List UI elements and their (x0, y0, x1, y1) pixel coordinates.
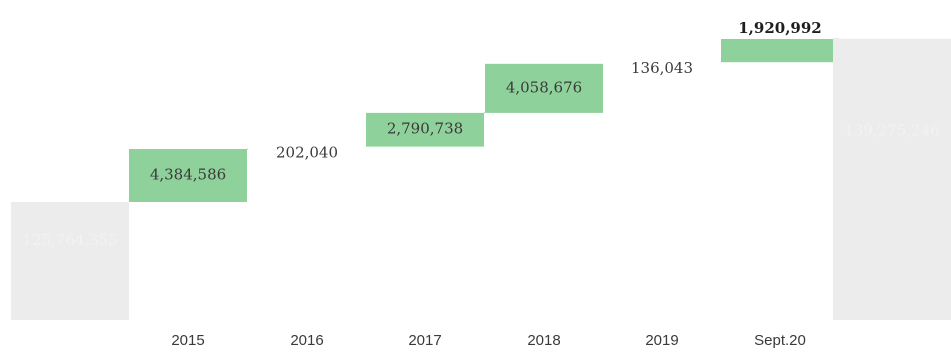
category-label: 2017 (408, 332, 441, 349)
category-label: Sept.20 (754, 332, 806, 349)
increment-2017-label: 2,790,738 (387, 120, 463, 138)
end-total-bar (833, 38, 951, 320)
increment-2015-label: 4,384,586 (150, 166, 226, 184)
category-label: 2018 (527, 332, 560, 349)
category-label: 2016 (290, 332, 323, 349)
start-total-bar (11, 202, 129, 320)
increment-2018-bar (485, 63, 603, 113)
increment-2015-bar (129, 149, 247, 203)
bars-group (11, 38, 951, 320)
end-total-label: 139,275,246 (844, 122, 939, 140)
increment-sept-20-label: 1,920,992 (738, 19, 822, 37)
value-labels-group: 125,764,355 4,384,586 202,040 2,790,738 4,05… (22, 19, 939, 249)
increment-2017-bar (366, 112, 484, 147)
increment-2018-label: 4,058,676 (506, 78, 582, 96)
category-axis: 2015 2016 2017 2018 2019 Sept.20 (171, 332, 806, 349)
category-label: 2015 (171, 332, 204, 349)
increment-2019-label: 136,043 (631, 59, 693, 77)
increment-sept-20-bar (721, 38, 839, 63)
start-total-label: 125,764,355 (22, 231, 117, 249)
category-label: 2019 (645, 332, 678, 349)
increment-2016-label: 202,040 (276, 144, 338, 162)
